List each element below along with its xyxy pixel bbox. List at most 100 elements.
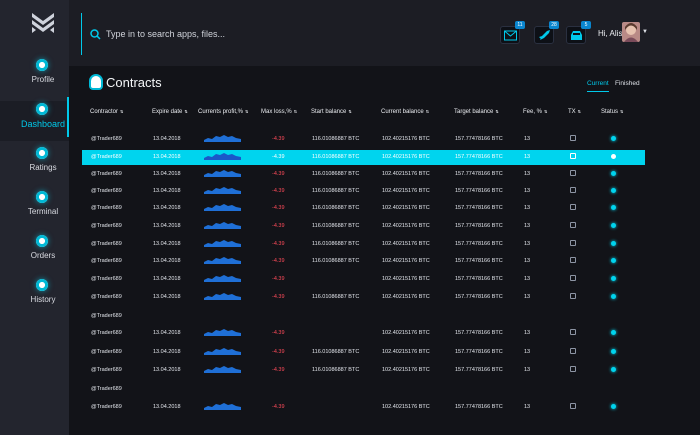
sidebar-item-dashboard[interactable]: Dashboard xyxy=(0,97,69,141)
max-loss-cell: -4.39 xyxy=(272,154,285,160)
target-balance-cell: 157.77478166 BTC xyxy=(455,404,503,410)
column-header[interactable]: Contractor ⇅ xyxy=(90,109,123,115)
external-link-icon[interactable] xyxy=(570,403,576,409)
sidebar-item-profile[interactable]: Profile xyxy=(0,57,69,97)
column-header[interactable]: Current balance ⇅ xyxy=(381,109,429,115)
column-header[interactable]: TX ⇅ xyxy=(568,109,581,115)
mail-button[interactable]: 11 xyxy=(500,21,525,44)
search-input[interactable] xyxy=(106,26,386,42)
column-header[interactable]: Status ⇅ xyxy=(601,109,623,115)
target-balance-cell: 157.77478166 BTC xyxy=(455,171,503,177)
chevron-down-icon[interactable]: ▼ xyxy=(642,29,648,35)
external-link-icon[interactable] xyxy=(570,240,576,246)
fee-cell: 13 xyxy=(524,349,531,355)
table-row[interactable]: @Trader689 xyxy=(82,382,645,397)
table-row[interactable]: @Trader689 13.04.2018 -4.39 116.01086887 BT… xyxy=(82,363,645,378)
sort-icon[interactable]: ⇅ xyxy=(620,109,624,114)
external-link-icon[interactable] xyxy=(570,187,576,193)
sort-icon[interactable]: ⇅ xyxy=(293,109,298,114)
external-link-icon[interactable] xyxy=(570,204,576,210)
tab-finished[interactable]: Finished xyxy=(615,80,640,87)
sidebar-item-ratings[interactable]: Ratings xyxy=(0,145,69,185)
expire-date-cell: 13.04.2018 xyxy=(153,294,181,300)
table-row[interactable]: @Trader689 13.04.2018 -4.39 116.01086887 BT… xyxy=(82,345,645,360)
sort-icon[interactable]: ⇅ xyxy=(495,109,499,114)
max-loss-cell: -4.39 xyxy=(272,404,285,410)
column-header[interactable]: Currents profit,% ⇅ xyxy=(198,109,248,115)
table-row[interactable]: @Trader689 13.04.2018 -4.39 116.01086887 BT… xyxy=(82,201,645,216)
sort-icon[interactable]: ⇅ xyxy=(577,109,582,114)
table-row[interactable]: @Trader689 13.04.2018 -4.39 116.01086887 BT… xyxy=(82,150,645,165)
external-link-icon[interactable] xyxy=(570,366,576,372)
table-row[interactable]: @Trader689 13.04.2018 -4.39 116.01086887 BT… xyxy=(82,237,645,252)
status-indicator xyxy=(611,404,616,409)
target-balance-cell: 157.77478166 BTC xyxy=(455,349,503,355)
logo-icon[interactable] xyxy=(30,11,56,35)
sidebar-item-terminal[interactable]: Terminal xyxy=(0,189,69,229)
sort-icon[interactable]: ⇅ xyxy=(120,109,124,114)
sidebar-item-orders[interactable]: Orders xyxy=(0,233,69,273)
inbox-button[interactable]: 5 xyxy=(566,21,591,44)
table-row[interactable]: @Trader689 13.04.2018 -4.39 102.40215176 BT… xyxy=(82,326,645,341)
sidebar-item-label: Ratings xyxy=(29,163,57,172)
external-link-icon[interactable] xyxy=(570,170,576,176)
external-link-icon[interactable] xyxy=(570,222,576,228)
column-header-label: TX xyxy=(568,109,576,115)
table-row[interactable]: @Trader689 13.04.2018 -4.39 102.40215176 BT… xyxy=(82,272,645,287)
sort-icon[interactable]: ⇅ xyxy=(425,109,430,114)
target-balance-cell: 157.77478166 BTC xyxy=(455,330,503,336)
column-header-label: Expire date xyxy=(152,109,183,115)
table-row[interactable]: @Trader689 13.04.2018 -4.39 102.40215176 BT… xyxy=(82,400,645,415)
column-header-label: Current balance xyxy=(381,109,424,115)
table-row[interactable]: @Trader689 13.04.2018 -4.39 116.01086887 BT… xyxy=(82,219,645,234)
sort-icon[interactable]: ⇅ xyxy=(348,109,352,114)
external-link-icon[interactable] xyxy=(570,135,576,141)
external-link-icon[interactable] xyxy=(570,275,576,281)
table-row[interactable]: @Trader689 13.04.2018 -4.39 116.01086887 BT… xyxy=(82,132,645,147)
avatar[interactable] xyxy=(622,22,640,42)
current-balance-cell: 102.40215176 BTC xyxy=(382,188,430,194)
external-link-icon[interactable] xyxy=(570,293,576,299)
inbox-badge: 5 xyxy=(581,21,591,29)
target-balance-cell: 157.77478166 BTC xyxy=(455,241,503,247)
table-row[interactable]: @Trader689 xyxy=(82,309,645,324)
dashboard-icon xyxy=(36,103,48,115)
sort-icon[interactable]: ⇅ xyxy=(544,109,548,114)
max-loss-cell: -4.39 xyxy=(272,367,285,373)
column-header[interactable]: Max loss,% ⇅ xyxy=(261,109,297,115)
fee-cell: 13 xyxy=(524,330,531,336)
table-header: Contractor ⇅ Expire date ⇅ Currents profit,%… xyxy=(81,109,646,121)
fee-cell: 13 xyxy=(524,154,531,160)
column-header[interactable]: Target balance ⇅ xyxy=(454,109,499,115)
column-header[interactable]: Fee, % ⇅ xyxy=(523,109,547,115)
table-row[interactable]: @Trader689 13.04.2018 -4.39 116.01086887 BT… xyxy=(82,254,645,269)
expire-date-cell: 13.04.2018 xyxy=(153,205,181,211)
external-link-icon[interactable] xyxy=(570,348,576,354)
orders-icon xyxy=(36,235,48,247)
contractor-cell: @Trader689 xyxy=(91,188,122,194)
profit-sparkline xyxy=(204,348,241,355)
target-balance-cell: 157.77478166 BTC xyxy=(455,136,503,142)
tab-current[interactable]: Current xyxy=(587,80,609,92)
profit-sparkline xyxy=(204,240,241,247)
table-row[interactable]: @Trader689 13.04.2018 -4.39 116.01086887 BT… xyxy=(82,167,645,182)
external-link-icon[interactable] xyxy=(570,257,576,263)
table-row[interactable]: @Trader689 13.04.2018 -4.39 116.01086887 BT… xyxy=(82,290,645,305)
table-row[interactable]: @Trader689 13.04.2018 -4.39 116.01086887 BT… xyxy=(82,184,645,199)
current-balance-cell: 102.40215176 BTC xyxy=(382,205,430,211)
sort-icon[interactable]: ⇅ xyxy=(184,109,188,114)
target-balance-cell: 157.77478166 BTC xyxy=(455,188,503,194)
contractor-cell: @Trader689 xyxy=(91,241,122,247)
rocket-button[interactable]: 28 xyxy=(534,21,559,44)
external-link-icon[interactable] xyxy=(570,329,576,335)
user-icon xyxy=(36,59,48,71)
user-greeting[interactable]: Hi, Alisa xyxy=(598,29,627,38)
inbox-icon xyxy=(571,31,582,40)
sidebar-item-history[interactable]: History xyxy=(0,277,69,317)
expire-date-cell: 13.04.2018 xyxy=(153,136,181,142)
status-indicator xyxy=(611,294,616,299)
external-link-icon[interactable] xyxy=(570,153,576,159)
sort-icon[interactable]: ⇅ xyxy=(245,109,249,114)
column-header[interactable]: Expire date ⇅ xyxy=(152,109,188,115)
column-header[interactable]: Start balance ⇅ xyxy=(311,109,352,115)
